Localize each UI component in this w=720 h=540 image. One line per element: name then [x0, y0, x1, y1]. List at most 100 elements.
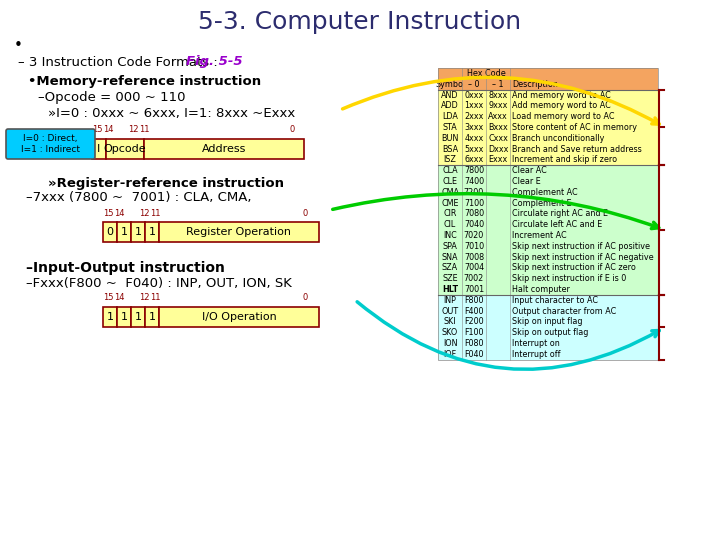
Text: 7002: 7002	[464, 274, 484, 283]
Text: Axxx: Axxx	[488, 112, 508, 121]
Text: Cxxx: Cxxx	[488, 134, 508, 143]
Text: I=0 : Direct,
I=1 : Indirect: I=0 : Direct, I=1 : Indirect	[21, 133, 80, 154]
Bar	[145, 222, 159, 242]
Text: 11: 11	[139, 125, 149, 134]
Text: 12: 12	[139, 208, 149, 218]
Bar	[438, 176, 658, 187]
Text: ADD: ADD	[441, 102, 459, 110]
Text: INP: INP	[444, 296, 456, 305]
Text: Clear AC: Clear AC	[512, 166, 546, 175]
Text: Interrupt off: Interrupt off	[512, 350, 560, 359]
Bar	[438, 68, 658, 79]
Bar	[438, 262, 658, 273]
Text: Skip next instruction if AC zero: Skip next instruction if AC zero	[512, 264, 636, 272]
Text: – 1: – 1	[492, 80, 504, 89]
Bar	[131, 307, 145, 327]
Text: 1: 1	[148, 312, 156, 322]
Text: F400: F400	[464, 307, 484, 315]
Text: 0: 0	[289, 125, 294, 134]
Text: 2xxx: 2xxx	[464, 112, 484, 121]
Bar	[438, 219, 658, 230]
Bar	[438, 241, 658, 252]
Bar	[117, 222, 131, 242]
Bar	[438, 111, 658, 122]
Text: »I=0 : 0xxx ~ 6xxx, I=1: 8xxx ~Exxx: »I=0 : 0xxx ~ 6xxx, I=1: 8xxx ~Exxx	[48, 107, 295, 120]
Bar	[438, 133, 658, 144]
Text: CIR: CIR	[444, 210, 456, 218]
Text: Skip next instruction if E is 0: Skip next instruction if E is 0	[512, 274, 626, 283]
Text: 11: 11	[150, 294, 161, 302]
Bar	[438, 252, 658, 262]
Bar	[144, 139, 304, 159]
Text: »Register-reference instruction: »Register-reference instruction	[48, 177, 284, 190]
Text: BSA: BSA	[442, 145, 458, 153]
Text: Branch and Save return address: Branch and Save return address	[512, 145, 642, 153]
Text: 7080: 7080	[464, 210, 484, 218]
Text: 7800: 7800	[464, 166, 484, 175]
Text: F040: F040	[464, 350, 484, 359]
Text: LDA: LDA	[442, 112, 458, 121]
Text: Halt computer: Halt computer	[512, 285, 570, 294]
Bar	[438, 208, 658, 219]
Text: CLA: CLA	[442, 166, 458, 175]
Text: 11: 11	[150, 208, 161, 218]
Text: 7040: 7040	[464, 220, 484, 229]
Text: 0: 0	[302, 294, 307, 302]
Text: F200: F200	[464, 318, 484, 326]
Bar	[438, 100, 658, 111]
Text: ISZ: ISZ	[444, 156, 456, 164]
Text: SNA: SNA	[442, 253, 458, 261]
Text: INC: INC	[443, 231, 457, 240]
Text: 12: 12	[127, 125, 138, 134]
Text: IOF: IOF	[444, 350, 456, 359]
Text: •Memory-reference instruction: •Memory-reference instruction	[28, 76, 261, 89]
Text: Symbo: Symbo	[436, 80, 464, 89]
Text: Exxx: Exxx	[488, 156, 508, 164]
Bar	[438, 187, 658, 198]
Text: 0xxx: 0xxx	[464, 91, 484, 99]
Text: 0: 0	[107, 227, 114, 237]
Bar	[438, 122, 658, 133]
Bar	[438, 295, 658, 306]
Text: 7010: 7010	[464, 242, 484, 251]
Text: 1xxx: 1xxx	[464, 102, 484, 110]
Text: I: I	[97, 144, 101, 154]
Text: 15: 15	[103, 294, 113, 302]
Text: 7400: 7400	[464, 177, 484, 186]
Text: Increment and skip if zero: Increment and skip if zero	[512, 156, 617, 164]
Text: BUN: BUN	[441, 134, 459, 143]
Text: 8xxx: 8xxx	[488, 91, 508, 99]
Text: •: •	[14, 38, 23, 53]
Text: 1: 1	[120, 312, 127, 322]
Text: Input character to AC: Input character to AC	[512, 296, 598, 305]
Text: 7020: 7020	[464, 231, 484, 240]
Bar	[438, 68, 658, 360]
Text: Register Operation: Register Operation	[186, 227, 292, 237]
Text: Complement E: Complement E	[512, 199, 572, 207]
Text: Add memory word to AC: Add memory word to AC	[512, 102, 611, 110]
Text: SPA: SPA	[443, 242, 457, 251]
Text: STA: STA	[443, 123, 457, 132]
Bar	[438, 90, 658, 100]
Bar	[103, 222, 117, 242]
Bar	[145, 307, 159, 327]
Bar	[438, 198, 658, 208]
Text: Branch unconditionally: Branch unconditionally	[512, 134, 604, 143]
Text: HLT: HLT	[442, 285, 458, 294]
Text: Increment AC: Increment AC	[512, 231, 567, 240]
Text: 1: 1	[135, 227, 142, 237]
Text: F800: F800	[464, 296, 484, 305]
Text: 14: 14	[114, 294, 125, 302]
Text: Output character from AC: Output character from AC	[512, 307, 616, 315]
Text: SZA: SZA	[442, 264, 458, 272]
Text: Circulate left AC and E: Circulate left AC and E	[512, 220, 602, 229]
Text: Skip on input flag: Skip on input flag	[512, 318, 582, 326]
Text: 6xxx: 6xxx	[464, 156, 484, 164]
Text: –Fxxx(F800 ~  F040) : INP, OUT, ION, SK: –Fxxx(F800 ~ F040) : INP, OUT, ION, SK	[26, 278, 292, 291]
Bar	[131, 222, 145, 242]
Text: 7100: 7100	[464, 199, 484, 207]
Bar	[438, 306, 658, 316]
Text: Skip next instruction if AC positive: Skip next instruction if AC positive	[512, 242, 650, 251]
Bar	[159, 222, 319, 242]
Text: 7008: 7008	[464, 253, 484, 261]
